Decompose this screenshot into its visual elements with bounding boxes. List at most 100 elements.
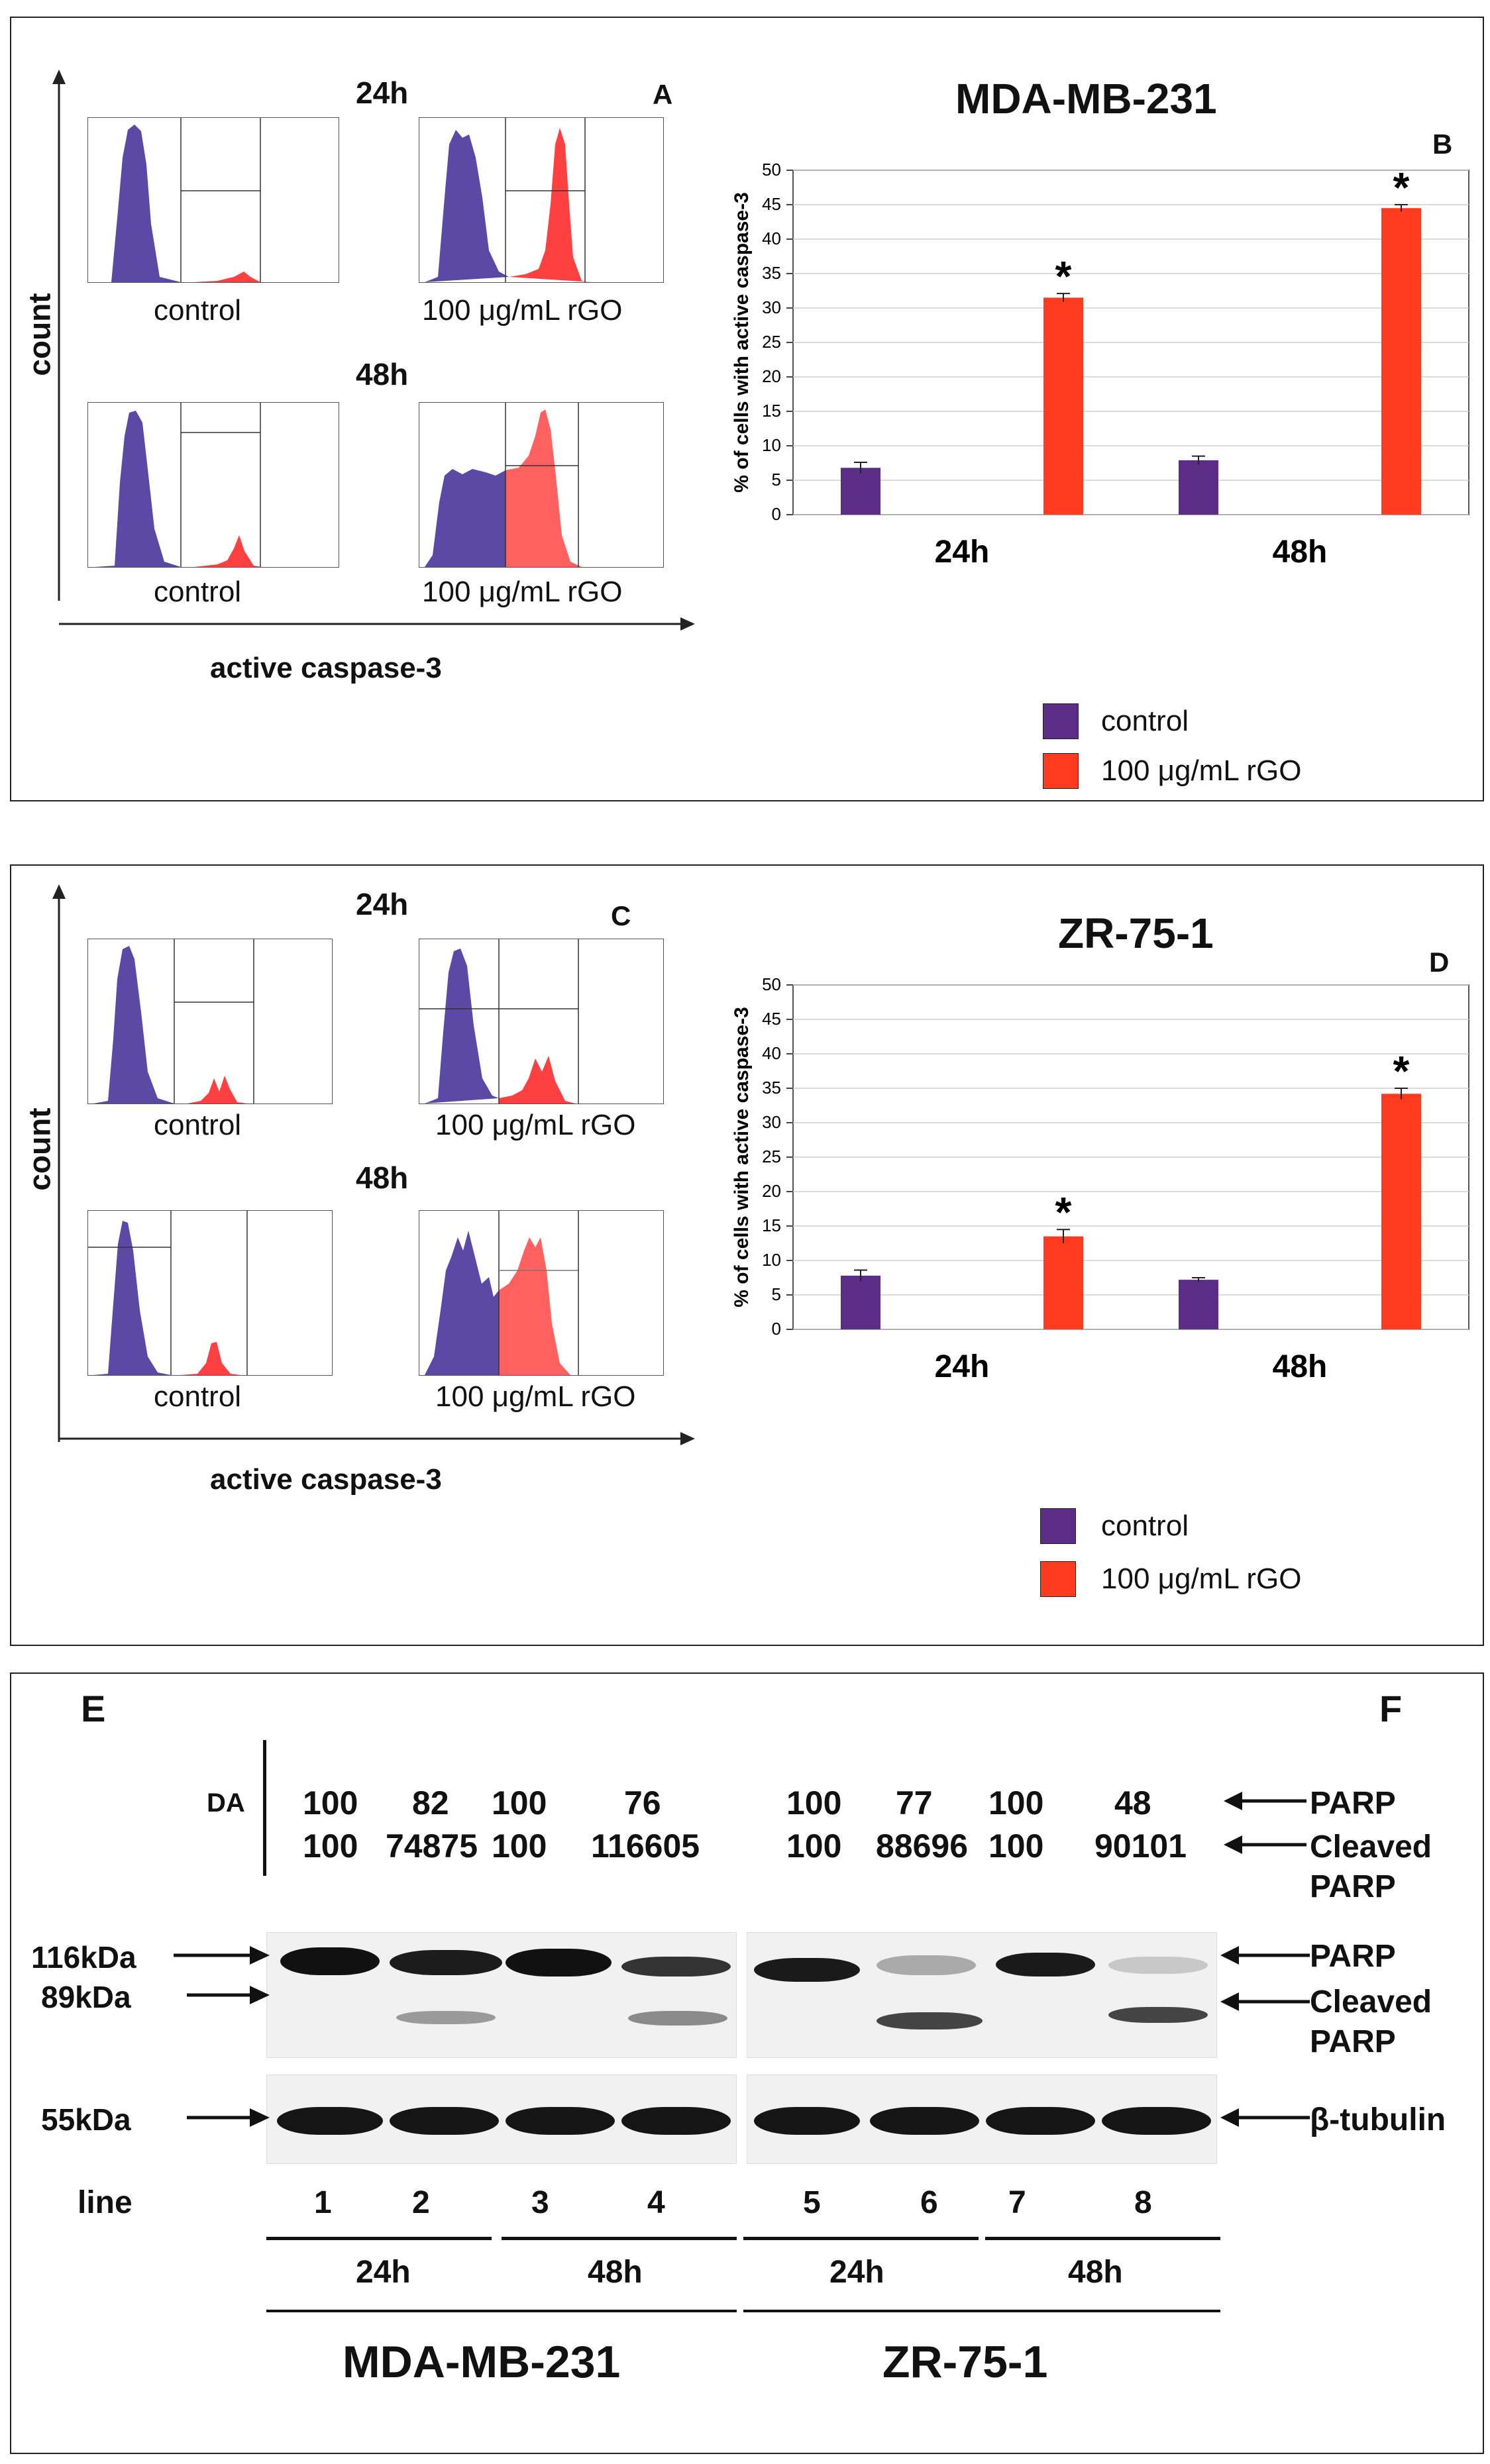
y-tick-label: 10 bbox=[762, 1250, 781, 1270]
band-label-parp: PARP bbox=[1310, 1939, 1396, 1974]
time-label-48h: 48h bbox=[356, 357, 409, 391]
da-label-cleaved: Cleaved bbox=[1310, 1829, 1432, 1865]
legend-swatch-rgo bbox=[1043, 753, 1079, 789]
histogram-axes bbox=[52, 884, 695, 1445]
legend-swatch-rgo bbox=[1040, 1561, 1076, 1597]
legend-swatch-control bbox=[1043, 703, 1079, 739]
y-tick-label: 40 bbox=[762, 1043, 781, 1063]
marker-89kda: 89kDa bbox=[41, 1980, 131, 2014]
bar-rgo-48h bbox=[1381, 208, 1421, 515]
y-tick-label: 25 bbox=[762, 332, 781, 352]
bar-rgo-24h bbox=[1043, 297, 1083, 515]
panel-mda-mb-231: 24h A 48h control 100 μg/mL rGO bbox=[10, 17, 1484, 801]
panel-letter-a: A bbox=[653, 79, 673, 110]
band-label-cleaved: Cleaved bbox=[1310, 1984, 1432, 2020]
cell-line-label-mda: MDA-MB-231 bbox=[343, 2337, 621, 2387]
da-row1-lane7: 100 bbox=[988, 1784, 1044, 1822]
y-tick-label: 45 bbox=[762, 1009, 781, 1029]
band-label-tubulin: β-tubulin bbox=[1310, 2102, 1446, 2137]
lane-number: 2 bbox=[412, 2185, 430, 2220]
group-rule bbox=[985, 2237, 1220, 2240]
time-group-label: 24h bbox=[829, 2255, 884, 2290]
da-row1-lane5: 100 bbox=[786, 1784, 842, 1822]
y-tick-label: 20 bbox=[762, 1181, 781, 1201]
y-tick-label: 10 bbox=[762, 435, 781, 455]
blot-parp-mda bbox=[266, 1932, 737, 2058]
time-label-24h: 24h bbox=[356, 76, 409, 110]
band-arrows bbox=[1220, 1946, 1310, 2127]
hist-label-rgo-48h: 100 μg/mL rGO bbox=[435, 1380, 636, 1413]
histogram-control-24h bbox=[87, 117, 339, 283]
panel-western-blot: E F DA 100 82 100 76 100 77 100 48 100 7… bbox=[10, 1672, 1484, 2454]
time-group-label: 48h bbox=[588, 2255, 643, 2290]
da-row2-lane5: 100 bbox=[786, 1827, 842, 1865]
hist-label-control-48h: control bbox=[154, 1380, 242, 1413]
y-tick-label: 25 bbox=[762, 1147, 781, 1166]
histogram-control-24h bbox=[87, 939, 333, 1104]
bar-chart-mda: 0 5 10 15 20 25 30 35 40 45 50 % of cells with acti… bbox=[731, 160, 1469, 570]
da-row1-lane6: 77 bbox=[896, 1784, 933, 1822]
bar-control-24h bbox=[841, 1275, 880, 1329]
legend-label-rgo: 100 μg/mL rGO bbox=[1101, 1563, 1302, 1595]
lane-number: 7 bbox=[1008, 2185, 1026, 2220]
time-group-label: 48h bbox=[1068, 2255, 1123, 2290]
cell-line-rule bbox=[743, 2310, 1220, 2312]
da-row1-lane2: 82 bbox=[412, 1784, 449, 1822]
y-tick-label: 15 bbox=[762, 1215, 781, 1235]
y-tick-label: 30 bbox=[762, 297, 781, 317]
chart-title-zr: ZR-75-1 bbox=[1058, 909, 1214, 957]
significance-star: * bbox=[1393, 164, 1410, 211]
x-axis-label-caspase: active caspase-3 bbox=[210, 652, 442, 684]
cell-line-rule bbox=[266, 2310, 737, 2312]
panel-zr-75-1: 24h C 48h control 100 μg/mL rGO bbox=[10, 864, 1484, 1646]
da-row2-lane2: 74875 bbox=[386, 1827, 478, 1865]
x-axis-label-caspase: active caspase-3 bbox=[210, 1463, 442, 1496]
da-arrows bbox=[1224, 1792, 1306, 1854]
group-rule bbox=[743, 2237, 979, 2240]
bar-control-48h bbox=[1179, 1280, 1218, 1329]
bar-rgo-48h bbox=[1381, 1094, 1421, 1329]
lane-number: 6 bbox=[920, 2185, 938, 2220]
y-tick-label: 5 bbox=[772, 470, 781, 489]
histogram-rgo-24h bbox=[419, 939, 664, 1104]
da-row1-lane1: 100 bbox=[303, 1784, 358, 1822]
y-tick-label: 5 bbox=[772, 1284, 781, 1304]
y-tick-label: 0 bbox=[772, 504, 781, 524]
bar-control-24h bbox=[841, 468, 880, 515]
chart-title-mda: MDA-MB-231 bbox=[955, 75, 1217, 123]
panel-letter-f: F bbox=[1379, 1688, 1403, 1729]
line-label: line bbox=[78, 2185, 133, 2220]
bar-chart-zr: 0 5 10 15 20 25 30 35 40 45 50 % of cells with acti… bbox=[731, 974, 1469, 1384]
histogram-axes bbox=[52, 70, 695, 631]
marker-116kda: 116kDa bbox=[31, 1940, 136, 1975]
y-tick-label: 30 bbox=[762, 1112, 781, 1132]
lane-number: 8 bbox=[1134, 2185, 1152, 2220]
y-tick-label: 35 bbox=[762, 1078, 781, 1098]
histogram-rgo-24h bbox=[419, 117, 664, 283]
da-row1-lane8: 48 bbox=[1114, 1784, 1151, 1822]
lane-number: 4 bbox=[647, 2185, 665, 2220]
lane-number: 5 bbox=[803, 2185, 821, 2220]
da-label-parp: PARP bbox=[1310, 1786, 1396, 1821]
y-axis-label-count: count bbox=[22, 293, 57, 376]
marker-arrows bbox=[174, 1946, 270, 2127]
hist-label-rgo-48h: 100 μg/mL rGO bbox=[422, 576, 623, 608]
y-tick-label: 40 bbox=[762, 229, 781, 248]
da-label-cleaved-parp: PARP bbox=[1310, 1869, 1396, 1904]
group-rule bbox=[502, 2237, 737, 2240]
y-tick-label: 45 bbox=[762, 194, 781, 214]
da-row1-lane3: 100 bbox=[492, 1784, 547, 1822]
hist-label-rgo-24h: 100 μg/mL rGO bbox=[435, 1109, 636, 1141]
time-group-label: 24h bbox=[356, 2255, 411, 2290]
x-category-label: 24h bbox=[935, 1349, 990, 1384]
bar-control-48h bbox=[1179, 460, 1218, 515]
da-row2-lane7: 100 bbox=[988, 1827, 1044, 1865]
y-tick-label: 50 bbox=[762, 160, 781, 180]
hist-label-control-24h: control bbox=[154, 1109, 242, 1141]
bar-rgo-24h bbox=[1043, 1236, 1083, 1329]
panel-letter-c: C bbox=[611, 900, 631, 931]
marker-55kda: 55kDa bbox=[41, 2102, 131, 2137]
y-tick-label: 35 bbox=[762, 263, 781, 283]
time-label-24h: 24h bbox=[356, 887, 409, 921]
legend-label-rgo: 100 μg/mL rGO bbox=[1101, 754, 1302, 787]
